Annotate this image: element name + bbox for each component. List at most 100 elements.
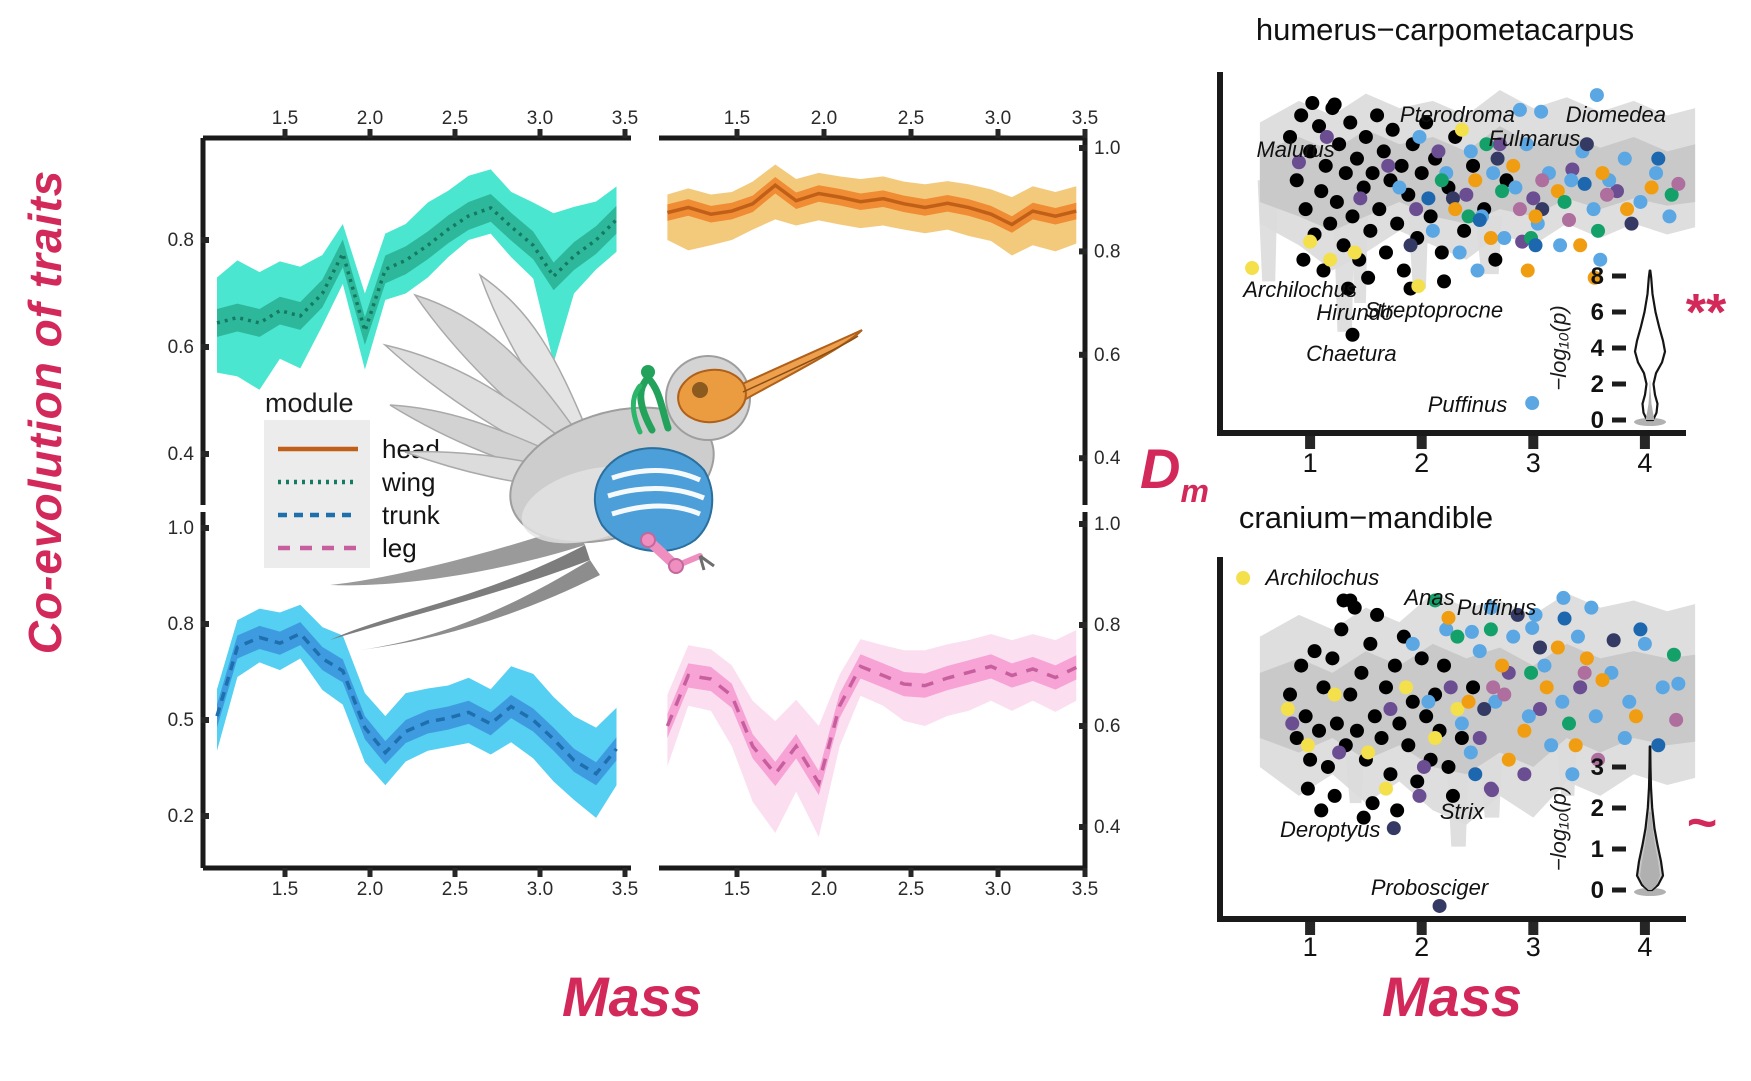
tick-mark bbox=[201, 344, 209, 350]
data-point bbox=[1280, 702, 1295, 717]
data-point bbox=[1620, 202, 1635, 217]
x-axis-title-left: Mass bbox=[561, 965, 703, 1028]
data-point bbox=[1495, 184, 1510, 199]
tick-mark bbox=[1082, 868, 1088, 877]
data-point bbox=[1470, 263, 1485, 278]
inset-tick-label: 2 bbox=[1591, 371, 1604, 398]
data-point bbox=[1448, 202, 1463, 217]
inset-tick-label: 1 bbox=[1591, 836, 1604, 863]
species-label-hirundo: Hirundo bbox=[1316, 300, 1393, 325]
data-point bbox=[1492, 137, 1507, 152]
tick-mark bbox=[908, 868, 914, 877]
tick-mark bbox=[537, 129, 543, 138]
tick-label: 3.0 bbox=[527, 879, 553, 900]
tick-mark bbox=[1079, 145, 1087, 151]
data-point bbox=[1381, 158, 1396, 173]
data-point bbox=[1318, 158, 1333, 173]
mean-line-leg bbox=[665, 664, 1078, 788]
data-point bbox=[1520, 263, 1535, 278]
data-point bbox=[1294, 658, 1309, 673]
data-point bbox=[1557, 611, 1572, 626]
tick-label: 1.5 bbox=[272, 879, 298, 900]
species-label-strix: Strix bbox=[1440, 799, 1485, 824]
data-point bbox=[1526, 191, 1541, 206]
data-point bbox=[1454, 731, 1469, 745]
confidence-streak bbox=[1345, 756, 1364, 804]
data-point bbox=[1595, 673, 1610, 688]
data-point bbox=[1289, 731, 1304, 745]
data-point bbox=[1303, 144, 1318, 159]
data-point bbox=[1307, 644, 1322, 659]
data-point bbox=[1298, 202, 1313, 217]
tick-label: 0.8 bbox=[1094, 615, 1120, 636]
data-point bbox=[1370, 108, 1385, 123]
bird-girdle-joint bbox=[641, 365, 655, 379]
data-point bbox=[1314, 184, 1329, 199]
line-chart-leg: 1.5 2.0 2.5 3.0 3.5 1.0 0.8 0.6 0.4 bbox=[659, 512, 1121, 900]
data-point bbox=[1528, 238, 1543, 253]
inset-tick-mark bbox=[1612, 805, 1626, 811]
data-point bbox=[1528, 209, 1543, 224]
bird-tail-streamer bbox=[330, 545, 590, 640]
data-point bbox=[1565, 162, 1580, 177]
data-point bbox=[1588, 709, 1603, 724]
violin-inner-density bbox=[1645, 380, 1655, 420]
data-point bbox=[1378, 680, 1393, 695]
data-point bbox=[1532, 702, 1547, 717]
tick-mark bbox=[201, 237, 209, 243]
data-point bbox=[1671, 176, 1686, 191]
tick-mark bbox=[908, 129, 914, 138]
data-point bbox=[1439, 622, 1454, 637]
data-point bbox=[1528, 607, 1543, 622]
data-point bbox=[1550, 640, 1565, 655]
scatter-title-humerus: humerus−carpometacarpus bbox=[1256, 12, 1634, 47]
tick-mark bbox=[1079, 723, 1087, 729]
data-point bbox=[1405, 636, 1420, 651]
inset-tick-label: 0 bbox=[1591, 877, 1604, 904]
data-point bbox=[1303, 752, 1318, 767]
tick-mark bbox=[201, 717, 209, 723]
data-point bbox=[1291, 155, 1306, 170]
data-point bbox=[1396, 263, 1411, 278]
data-point bbox=[1370, 607, 1385, 622]
tick-label: 2.0 bbox=[811, 108, 837, 129]
data-point bbox=[1586, 202, 1601, 217]
data-point bbox=[1466, 158, 1481, 173]
data-point bbox=[1347, 245, 1362, 260]
data-point bbox=[1425, 223, 1440, 238]
tick-mark bbox=[995, 129, 1001, 138]
data-point bbox=[1329, 194, 1344, 209]
data-point bbox=[1573, 238, 1588, 253]
data-point bbox=[1283, 687, 1298, 702]
tick-label: 3.5 bbox=[612, 108, 638, 129]
data-point bbox=[1579, 137, 1594, 152]
tick-mark bbox=[1079, 455, 1087, 462]
tick-mark bbox=[201, 621, 209, 627]
tick-mark bbox=[1082, 129, 1088, 138]
data-point bbox=[1354, 665, 1369, 680]
data-point bbox=[1349, 723, 1364, 738]
data-point bbox=[1624, 216, 1639, 231]
data-point bbox=[1519, 137, 1534, 152]
data-point bbox=[1300, 738, 1315, 753]
tick-mark bbox=[1305, 922, 1316, 935]
tick-label: 2.5 bbox=[442, 108, 468, 129]
tick-mark bbox=[537, 868, 543, 877]
inset-tick-mark bbox=[1612, 345, 1626, 351]
confidence-streak bbox=[1446, 756, 1469, 847]
data-point bbox=[1437, 274, 1452, 289]
data-point bbox=[1338, 166, 1353, 181]
species-label-malurus: Malurus bbox=[1256, 137, 1334, 162]
data-point bbox=[1414, 166, 1429, 181]
tick-mark bbox=[1416, 922, 1427, 935]
tick-label: 1 bbox=[1303, 932, 1318, 962]
scatter-cranium-group: cranium−mandible Archilochus Anas Puffinus… bbox=[1217, 500, 1717, 962]
data-point bbox=[1466, 680, 1481, 695]
data-point bbox=[1332, 745, 1347, 760]
species-label-diomedea: Diomedea bbox=[1566, 102, 1666, 127]
data-point bbox=[1497, 687, 1512, 702]
mean-line-trunk bbox=[215, 631, 618, 777]
data-point bbox=[1651, 738, 1666, 753]
species-label-archilochus: Archilochus bbox=[1241, 277, 1357, 302]
bird-rib-line bbox=[611, 503, 701, 517]
